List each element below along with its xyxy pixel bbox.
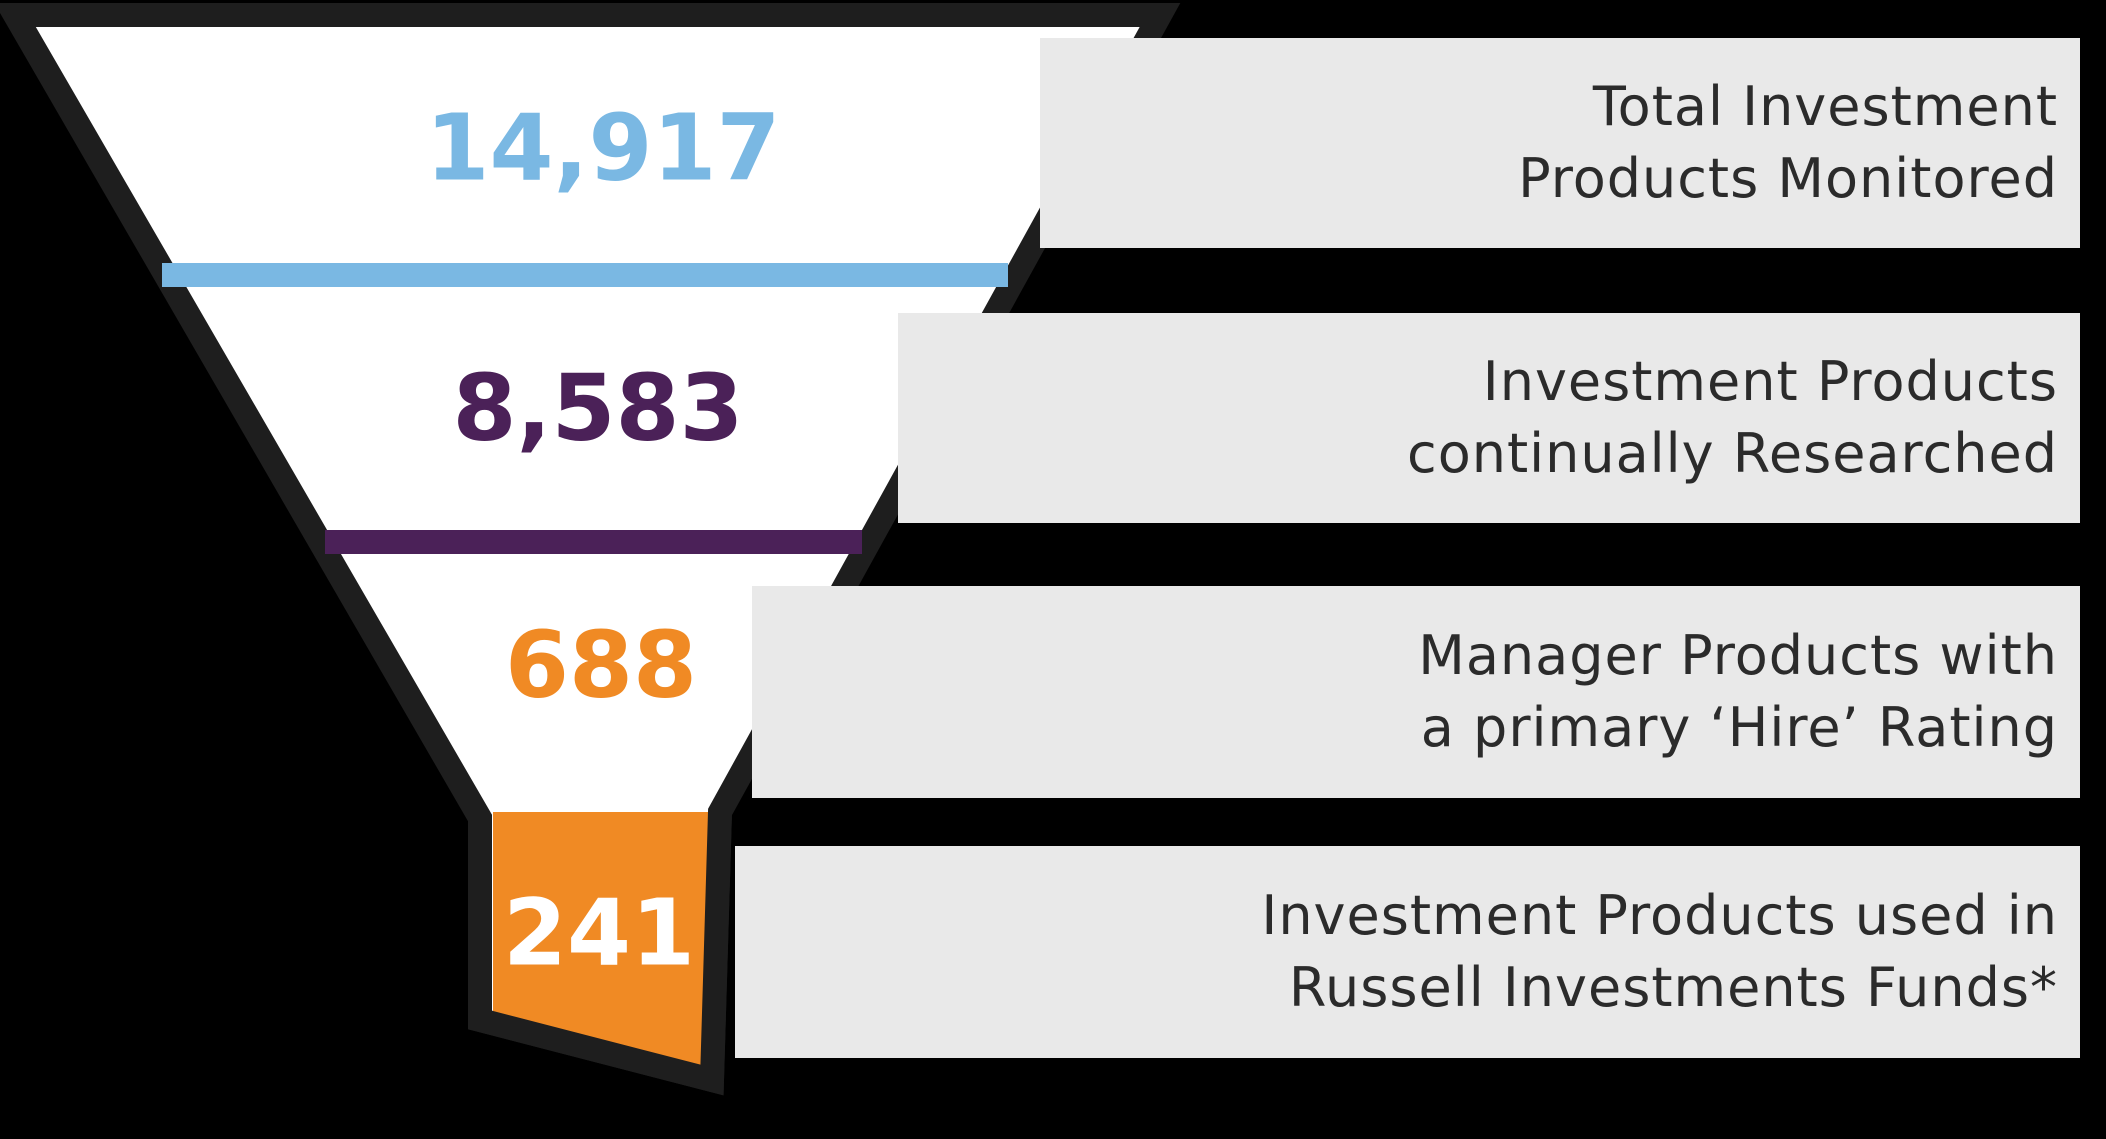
- stage-2-label-box: Investment Products continually Research…: [898, 313, 2080, 523]
- stage-3-value: 688: [504, 611, 698, 719]
- funnel-spout-outline: [468, 811, 732, 1096]
- stage-1-label-box: Total Investment Products Monitored: [1040, 38, 2080, 248]
- stage-2-value: 8,583: [452, 354, 744, 462]
- stage-3-label-box: Manager Products with a primary ‘Hire’ R…: [752, 586, 2080, 798]
- funnel-spout: [493, 812, 710, 1082]
- stage-2-label: Investment Products continually Research…: [1407, 350, 2058, 485]
- stage-4-value: 241: [502, 879, 696, 987]
- stage-1-value: 14,917: [425, 94, 781, 202]
- stage-4-label: Investment Products used in Russell Inve…: [1261, 884, 2058, 1019]
- stage-4-label-box: Investment Products used in Russell Inve…: [735, 846, 2080, 1058]
- stage-1-label: Total Investment Products Monitored: [1518, 75, 2058, 210]
- stage-3-label: Manager Products with a primary ‘Hire’ R…: [1418, 624, 2058, 759]
